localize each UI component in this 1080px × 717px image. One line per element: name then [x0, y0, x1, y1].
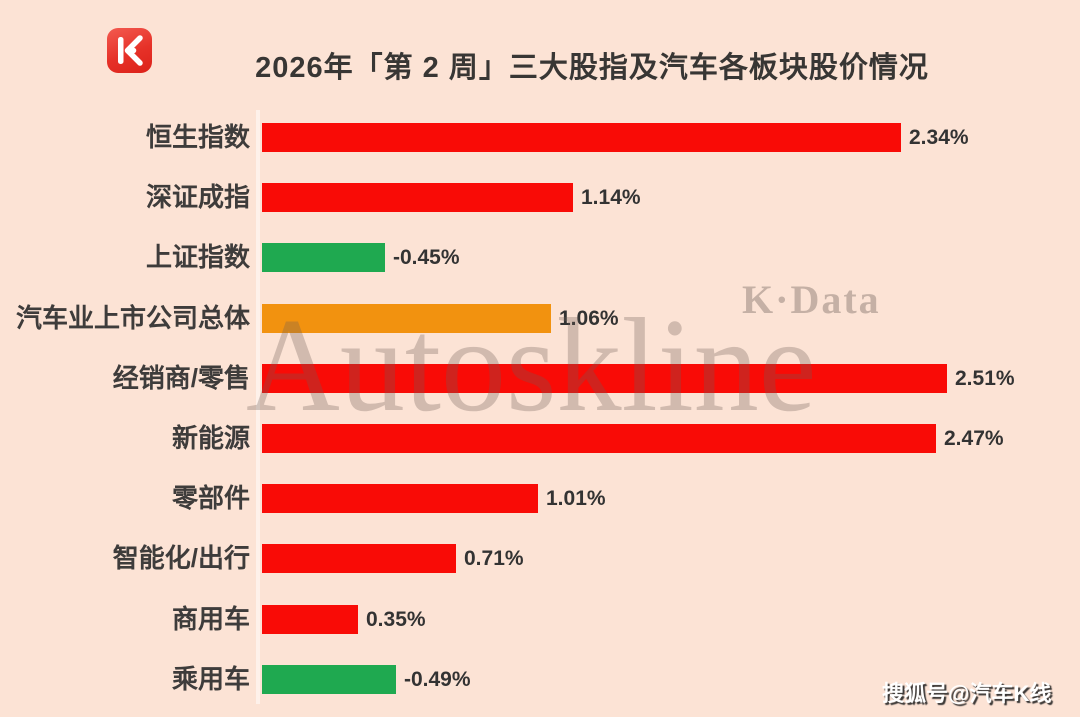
category-label: 经销商/零售 [112, 363, 250, 393]
chart-row: 智能化/出行 0.71% [0, 544, 1080, 573]
bar [262, 243, 385, 272]
value-label: 1.01% [546, 487, 606, 510]
chart-row: 新能源 2.47% [0, 424, 1080, 453]
bar [262, 183, 573, 212]
value-label: 1.14% [581, 186, 641, 209]
value-label: -0.49% [404, 668, 471, 691]
value-label: 2.51% [955, 367, 1015, 390]
category-label: 零部件 [171, 483, 250, 513]
autoskline-watermark: Autoskline [246, 291, 817, 439]
value-label: 0.71% [464, 547, 524, 570]
chart-row: 深证成指 1.14% [0, 183, 1080, 212]
chart-title: 2026年「第 2 周」三大股指及汽车各板块股价情况 [255, 52, 929, 84]
k-logo-icon [118, 35, 143, 66]
bar [262, 605, 358, 634]
sohu-watermark: 搜狐号@汽车K线 [882, 681, 1052, 706]
chart-row: 经销商/零售 2.51% [0, 364, 1080, 393]
category-label: 乘用车 [171, 664, 250, 694]
category-label: 汽车业上市公司总体 [15, 303, 250, 333]
category-label: 上证指数 [145, 242, 250, 272]
kdata-watermark: K·Data [742, 277, 881, 322]
value-label: 2.47% [944, 427, 1004, 450]
value-label: -0.45% [393, 246, 460, 269]
chart-row: 乘用车 -0.49% [0, 665, 1080, 694]
bar [262, 544, 456, 573]
chart-row: 零部件 1.01% [0, 484, 1080, 513]
brand-logo [107, 28, 152, 73]
bar [262, 484, 538, 513]
category-label: 商用车 [171, 604, 250, 634]
category-label: 智能化/出行 [112, 543, 250, 573]
axis-baseline [256, 110, 260, 704]
bar [262, 424, 936, 453]
chart-row: 商用车 0.35% [0, 605, 1080, 634]
value-label: 2.34% [909, 126, 969, 149]
value-label: 0.35% [366, 608, 426, 631]
chart-row: 汽车业上市公司总体 1.06% [0, 304, 1080, 333]
bar [262, 304, 551, 333]
category-label: 新能源 [171, 423, 250, 453]
category-label: 深证成指 [145, 182, 250, 212]
bar [262, 123, 901, 152]
chart-row: 恒生指数 2.34% [0, 123, 1080, 152]
value-label: 1.06% [559, 307, 619, 330]
bar [262, 665, 396, 694]
category-label: 恒生指数 [145, 122, 250, 152]
bar [262, 364, 947, 393]
chart-row: 上证指数 -0.45% [0, 243, 1080, 272]
